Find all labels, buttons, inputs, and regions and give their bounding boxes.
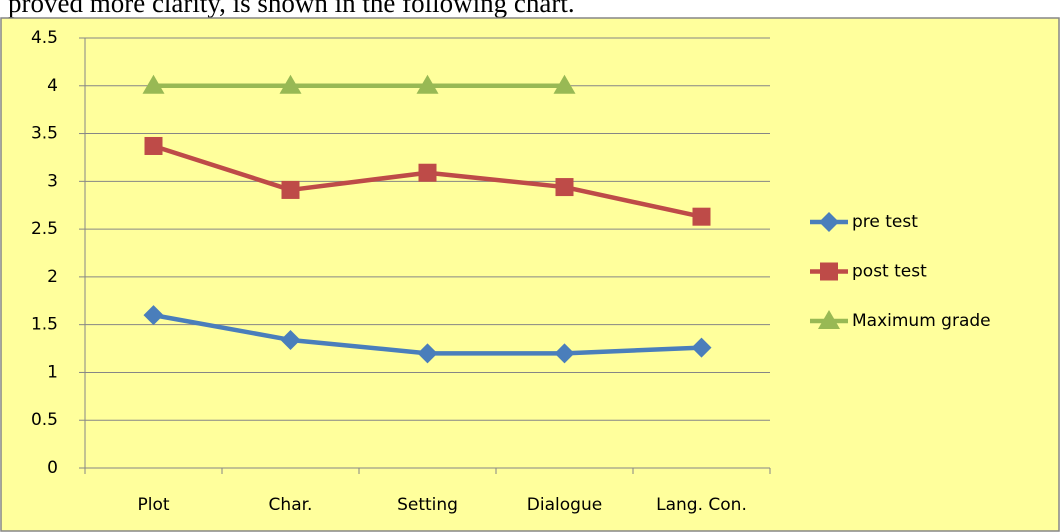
y-tick-label: 4.5 xyxy=(31,28,58,48)
marker xyxy=(819,212,839,232)
y-tick-label: 1 xyxy=(47,362,58,382)
marker xyxy=(553,74,576,94)
y-tick-label: 2 xyxy=(47,267,58,287)
legend-label: Maximum grade xyxy=(852,311,991,331)
x-tick-label: Plot xyxy=(137,495,169,515)
y-tick-label: 0.5 xyxy=(31,410,58,430)
x-tick-label: Lang. Con. xyxy=(656,495,747,515)
marker xyxy=(281,180,300,199)
marker xyxy=(820,262,838,281)
marker xyxy=(279,74,302,94)
legend-label: pre test xyxy=(852,212,918,232)
y-tick-label: 3.5 xyxy=(31,124,58,144)
marker xyxy=(691,337,712,358)
caption: proved more clarity, is shown in the fol… xyxy=(8,0,575,18)
marker xyxy=(418,163,437,182)
y-tick-label: 0 xyxy=(47,458,58,478)
legend-label: post test xyxy=(852,262,927,282)
marker xyxy=(144,136,163,155)
x-tick-label: Dialogue xyxy=(527,495,602,515)
y-tick-label: 2.5 xyxy=(31,219,58,239)
y-tick-label: 4 xyxy=(47,76,58,96)
marker xyxy=(416,74,439,94)
marker xyxy=(417,343,438,364)
marker xyxy=(280,329,301,350)
x-tick-label: Setting xyxy=(397,495,458,515)
marker xyxy=(555,178,574,197)
marker xyxy=(143,305,164,326)
chart-area xyxy=(0,17,1060,532)
x-tick-label: Char. xyxy=(269,495,313,515)
y-tick-label: 3 xyxy=(47,171,58,191)
marker xyxy=(142,74,165,94)
y-tick-label: 1.5 xyxy=(31,315,58,335)
marker xyxy=(554,343,575,364)
marker xyxy=(692,207,711,226)
marker xyxy=(818,310,840,329)
